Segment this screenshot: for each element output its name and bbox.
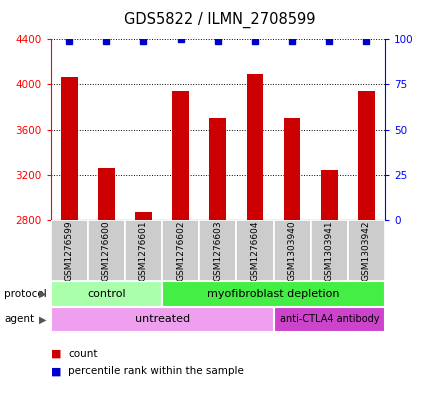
Bar	[51, 307, 274, 332]
Text: control: control	[87, 289, 126, 299]
Bar	[51, 220, 88, 281]
Text: percentile rank within the sample: percentile rank within the sample	[68, 366, 244, 376]
Bar	[51, 281, 162, 307]
Text: untreated: untreated	[135, 314, 190, 324]
Text: GSM1276600: GSM1276600	[102, 220, 111, 281]
Bar	[209, 118, 226, 220]
Text: GSM1276599: GSM1276599	[65, 220, 73, 281]
Bar	[162, 281, 385, 307]
Text: GSM1276602: GSM1276602	[176, 220, 185, 281]
Text: GDS5822 / ILMN_2708599: GDS5822 / ILMN_2708599	[124, 12, 316, 28]
Bar	[162, 220, 199, 281]
Text: ■: ■	[51, 349, 61, 359]
Bar	[61, 77, 77, 220]
Bar	[311, 220, 348, 281]
Text: anti-CTLA4 antibody: anti-CTLA4 antibody	[279, 314, 379, 324]
Bar	[236, 220, 274, 281]
Text: ▶: ▶	[39, 289, 46, 299]
Bar	[274, 220, 311, 281]
Text: ■: ■	[51, 366, 61, 376]
Text: myofibroblast depletion: myofibroblast depletion	[207, 289, 340, 299]
Bar	[98, 168, 115, 220]
Bar	[284, 118, 301, 220]
Text: GSM1276601: GSM1276601	[139, 220, 148, 281]
Text: GSM1276604: GSM1276604	[250, 220, 260, 281]
Text: GSM1303940: GSM1303940	[288, 220, 297, 281]
Bar	[125, 220, 162, 281]
Text: count: count	[68, 349, 98, 359]
Bar	[348, 220, 385, 281]
Bar	[88, 220, 125, 281]
Bar	[135, 212, 152, 220]
Text: GSM1276603: GSM1276603	[213, 220, 222, 281]
Bar	[246, 74, 263, 220]
Bar	[358, 91, 375, 220]
Bar	[321, 171, 337, 220]
Text: GSM1303942: GSM1303942	[362, 220, 371, 281]
Text: protocol: protocol	[4, 289, 47, 299]
Bar	[199, 220, 236, 281]
Text: GSM1303941: GSM1303941	[325, 220, 334, 281]
Text: ▶: ▶	[39, 314, 46, 324]
Text: agent: agent	[4, 314, 34, 324]
Bar	[172, 91, 189, 220]
Bar	[274, 307, 385, 332]
